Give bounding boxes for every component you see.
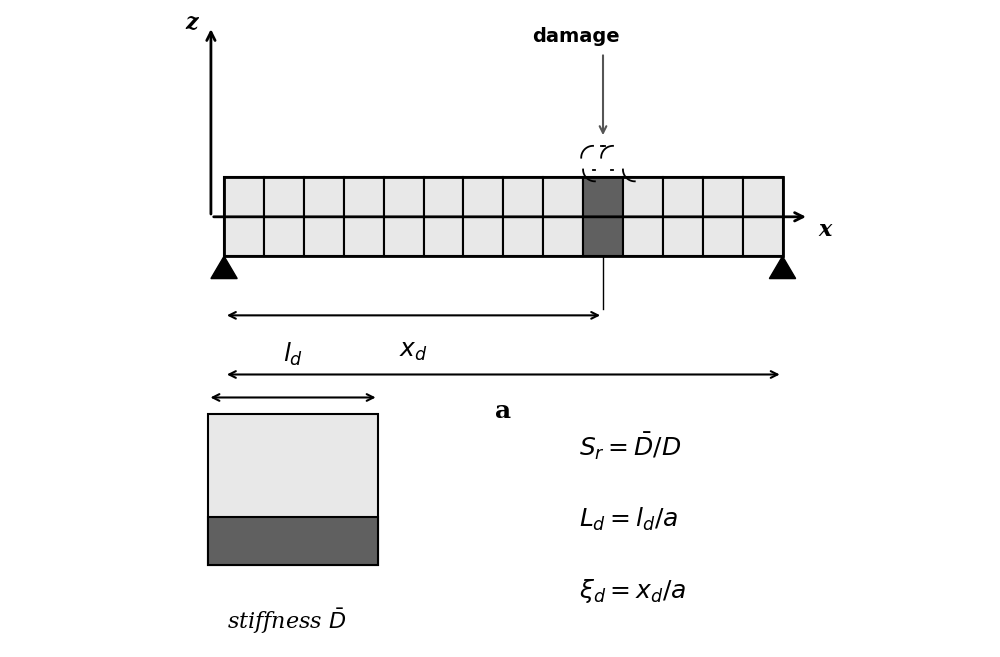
Text: $\xi_d=x_d/a$: $\xi_d=x_d/a$ <box>579 578 686 605</box>
Text: $L_d=l_d/a$: $L_d=l_d/a$ <box>579 505 678 533</box>
Bar <box>463 177 503 256</box>
Bar <box>208 414 378 565</box>
Text: x: x <box>819 219 832 241</box>
Text: damage: damage <box>532 27 619 46</box>
Bar <box>424 177 463 256</box>
Bar <box>663 177 703 256</box>
Bar <box>384 177 424 256</box>
Text: stiffness $\bar{D}$: stiffness $\bar{D}$ <box>227 606 346 635</box>
Bar <box>344 177 384 256</box>
Bar <box>543 177 583 256</box>
Bar <box>743 177 783 256</box>
Text: $S_r=\bar{D}/D$: $S_r=\bar{D}/D$ <box>579 431 681 463</box>
Text: a: a <box>495 399 511 422</box>
Polygon shape <box>769 256 796 279</box>
Bar <box>703 177 743 256</box>
Text: $x_d$: $x_d$ <box>399 340 428 363</box>
Bar <box>224 177 783 256</box>
Bar <box>224 177 264 256</box>
Text: $l_d$: $l_d$ <box>283 341 303 368</box>
Bar <box>208 516 378 565</box>
Bar <box>304 177 344 256</box>
Bar <box>503 177 543 256</box>
Text: z: z <box>185 12 198 34</box>
Bar <box>264 177 304 256</box>
Bar <box>583 177 623 256</box>
Polygon shape <box>211 256 237 279</box>
Bar <box>623 177 663 256</box>
